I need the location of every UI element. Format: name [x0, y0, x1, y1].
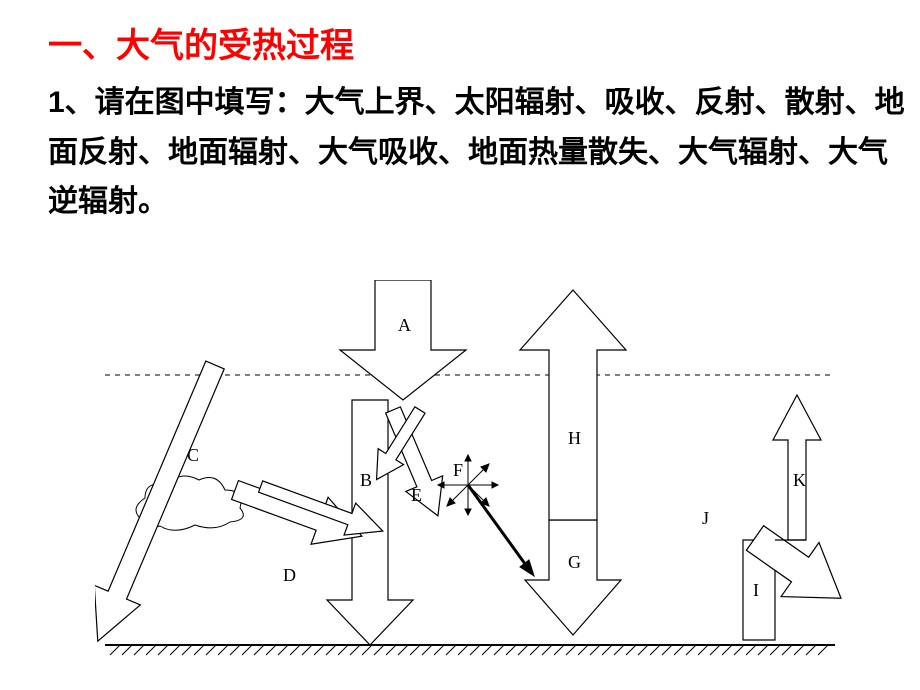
arrow-H [520, 290, 626, 520]
label-H: H [568, 428, 581, 449]
label-J: J [702, 508, 709, 529]
label-E: E [411, 485, 422, 506]
instruction-text: 1、请在图中填写：大气上界、太阳辐射、吸收、反射、散射、地面反射、地面辐射、大气… [48, 78, 910, 227]
label-B: B [360, 470, 372, 491]
label-C: C [187, 445, 199, 466]
label-I: I [753, 580, 759, 601]
arrow-A [340, 280, 466, 400]
arrow-G [525, 520, 621, 635]
heating-diagram: A B C D E F G H I J K [95, 280, 855, 680]
label-G: G [568, 552, 581, 573]
section-title: 一、大气的受热过程 [48, 18, 354, 67]
ground-hatch [110, 645, 828, 655]
diagram-svg [95, 280, 855, 680]
label-F: F [453, 460, 463, 481]
scatter-F [364, 402, 534, 576]
label-A: A [398, 315, 411, 336]
label-K: K [793, 470, 806, 491]
label-D: D [283, 565, 296, 586]
arrow-K [773, 395, 821, 540]
